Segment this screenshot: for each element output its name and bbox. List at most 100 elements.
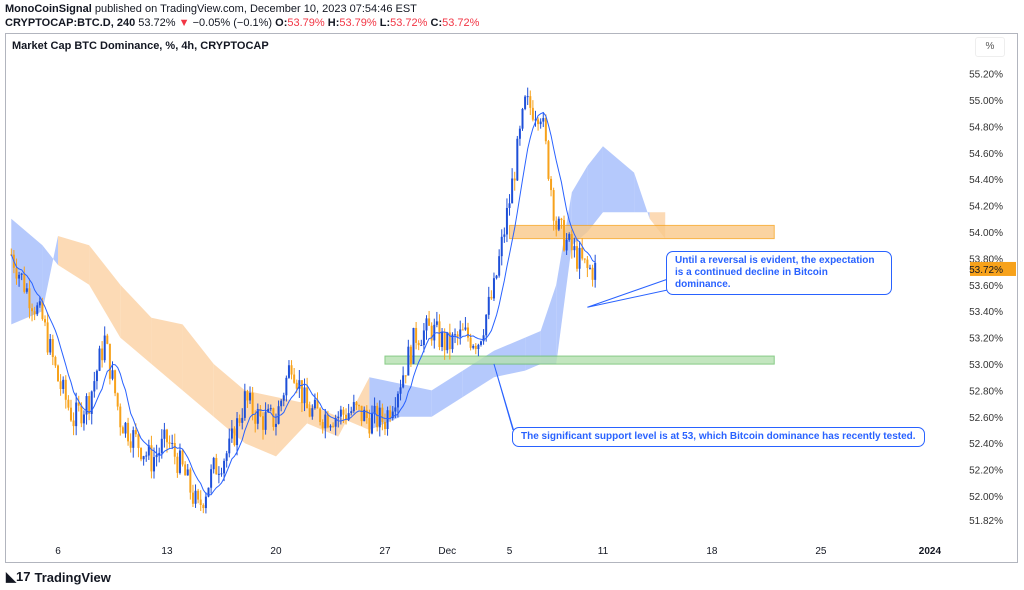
candle-body <box>454 334 457 336</box>
y-tick-label: 52.60% <box>969 413 1003 424</box>
candle-body <box>230 428 233 439</box>
candle-body <box>404 375 407 377</box>
candle-body <box>482 335 485 342</box>
candle-body <box>529 96 532 108</box>
y-tick-label: 53.80% <box>969 254 1003 265</box>
candle-body <box>417 342 420 346</box>
candle-body <box>18 274 21 279</box>
candle-body <box>321 421 324 429</box>
candle-body <box>215 457 218 475</box>
candle-body <box>370 413 373 434</box>
candle-body <box>578 247 581 269</box>
candle-body <box>129 441 132 448</box>
ichimoku-cloud-segment <box>151 317 183 391</box>
candle-body <box>93 381 96 392</box>
candle-body <box>20 273 23 275</box>
candle-body <box>467 327 470 338</box>
x-tick-label: 25 <box>815 546 827 557</box>
candle-body <box>513 178 516 181</box>
candle-body <box>127 422 130 442</box>
y-tick-label: 54.00% <box>969 228 1003 239</box>
candle-body <box>422 330 425 346</box>
ichimoku-cloud-segment <box>587 146 603 232</box>
percent-scale-button[interactable]: % <box>975 37 1005 57</box>
candle-body <box>163 429 166 439</box>
ichimoku-cloud-segment <box>540 284 557 364</box>
x-tick-label: 13 <box>161 546 173 557</box>
chart-frame <box>5 33 1018 563</box>
candle-body <box>142 456 145 460</box>
last-value: 53.72% <box>138 17 176 29</box>
candle-body <box>365 409 368 418</box>
candle-body <box>534 119 537 121</box>
close-label: C: <box>430 17 443 29</box>
candle-body <box>204 496 207 509</box>
candle-body <box>101 348 104 361</box>
candle-body <box>547 141 550 179</box>
candle-body <box>383 421 386 430</box>
candle-body <box>88 396 91 414</box>
y-tick-label: 54.80% <box>969 122 1003 133</box>
candle-body <box>181 450 184 465</box>
candle-body <box>355 402 358 406</box>
candle-body <box>402 375 405 388</box>
x-tick-label: 27 <box>379 546 391 557</box>
candle-body <box>313 399 316 409</box>
candle-body <box>337 416 340 419</box>
y-tick-label: 54.60% <box>969 149 1003 160</box>
candle-body <box>82 414 85 424</box>
candle-body <box>293 374 296 383</box>
ichimoku-cloud-segment <box>400 383 432 417</box>
candle-body <box>249 392 252 401</box>
candle-body <box>586 259 589 268</box>
annotation-decline[interactable]: Until a reversal is evident, the expecta… <box>666 251 892 295</box>
candle-body <box>95 370 98 382</box>
candle-body <box>33 311 36 315</box>
tradingview-logo[interactable]: ◣17 TradingView <box>6 569 111 585</box>
candle-body <box>236 418 239 446</box>
x-tick-label: 5 <box>507 546 513 557</box>
candle-body <box>319 408 322 422</box>
candle-body <box>114 370 117 394</box>
candle-body <box>391 411 394 419</box>
candle-body <box>516 138 519 181</box>
x-tick-label: Dec <box>438 546 456 557</box>
candle-body <box>492 278 495 299</box>
candle-body <box>474 345 477 350</box>
candle-body <box>90 391 93 414</box>
close-value: 53.72% <box>442 17 480 29</box>
candle-body <box>220 473 223 475</box>
candle-body <box>526 96 529 98</box>
candle-body <box>210 469 213 488</box>
candle-body <box>145 455 148 457</box>
candle-body <box>57 365 59 382</box>
candle-body <box>396 393 399 408</box>
candle-body <box>420 345 423 347</box>
candle-body <box>438 321 441 348</box>
candle-body <box>106 335 109 344</box>
publish-info: MonoCoinSignal published on TradingView.… <box>5 3 417 15</box>
candle-body <box>345 414 348 420</box>
candle-body <box>44 319 47 323</box>
chart-title: Market Cap BTC Dominance, %, 4h, CRYPTOC… <box>12 40 269 52</box>
candle-body <box>212 457 215 470</box>
y-tick-label: 54.40% <box>969 175 1003 186</box>
y-tick-label: 53.20% <box>969 334 1003 345</box>
change: −0.05% (−0.1%) <box>192 17 273 29</box>
candle-body <box>430 325 433 341</box>
candle-body <box>306 387 309 409</box>
candle-body <box>443 331 446 351</box>
candle-body <box>269 408 272 410</box>
candle-body <box>173 442 176 457</box>
candle-body <box>64 379 67 400</box>
candle-body <box>119 406 122 428</box>
annotation-support[interactable]: The significant support level is at 53, … <box>512 427 925 447</box>
candle-body <box>298 380 301 389</box>
candle-body <box>588 267 591 269</box>
candle-body <box>49 338 52 353</box>
candle-body <box>498 256 501 276</box>
candle-body <box>241 417 244 423</box>
candle-body <box>495 275 498 279</box>
candle-body <box>46 322 49 353</box>
